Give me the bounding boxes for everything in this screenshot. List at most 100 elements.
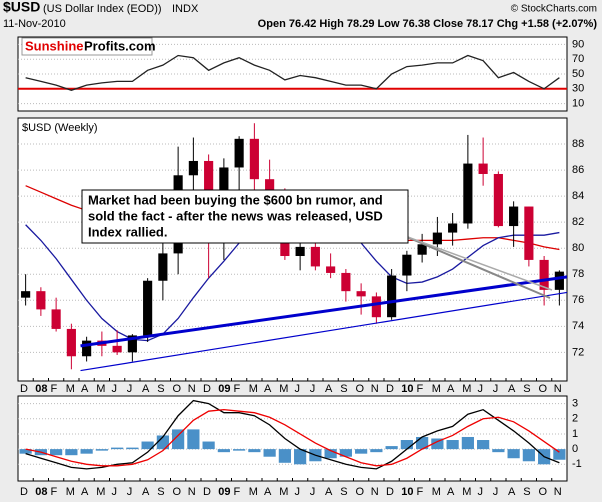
x-tick-label: M	[249, 486, 258, 498]
histogram-bar	[156, 435, 169, 450]
x-tick-label: J	[310, 486, 316, 498]
x-tick-label: 08	[35, 383, 47, 395]
x-tick-label: M	[432, 486, 441, 498]
x-tick-label: A	[447, 486, 455, 498]
histogram-bar	[233, 449, 246, 451]
x-tick-label: F	[234, 383, 241, 395]
copyright: © StockCharts.com	[511, 4, 597, 15]
x-tick-label: N	[554, 486, 562, 498]
y-tick-label: 90	[572, 38, 584, 50]
x-tick-label: D	[203, 486, 211, 498]
y-tick-label: 0	[572, 443, 578, 455]
x-tick-label: N	[371, 486, 379, 498]
candle-body	[310, 246, 320, 267]
x-tick-label: M	[462, 486, 471, 498]
candle-body	[82, 340, 92, 357]
x-tick-label: D	[386, 486, 394, 498]
histogram-bar	[187, 429, 200, 450]
x-tick-label: M	[249, 383, 258, 395]
histogram-bar	[278, 449, 291, 463]
x-tick-label: D	[20, 383, 28, 395]
series-line	[25, 399, 560, 470]
x-tick-label: S	[157, 486, 164, 498]
x-tick-label: M	[462, 383, 471, 395]
y-tick-label: 50	[572, 68, 584, 80]
histogram-bar	[294, 449, 307, 465]
x-tick-label: F	[417, 486, 424, 498]
x-tick-label: J	[478, 383, 484, 395]
x-tick-label: A	[508, 486, 516, 498]
candle-body	[51, 309, 61, 329]
x-tick-label: A	[325, 383, 333, 395]
candle-body	[36, 291, 46, 310]
macd-panel	[17, 395, 568, 482]
y-tick-label: 84	[572, 190, 584, 202]
x-tick-label: N	[188, 383, 196, 395]
annotation-line: Market had been buying the $600 bn rumor…	[88, 192, 383, 207]
y-tick-label: 74	[572, 320, 584, 332]
y-tick-label: 10	[572, 98, 584, 110]
x-tick-label: A	[447, 383, 455, 395]
x-tick-label: J	[127, 383, 133, 395]
candle-body	[249, 138, 259, 180]
x-tick-label: J	[112, 383, 118, 395]
candle-body	[432, 232, 442, 245]
histogram-bar	[126, 447, 139, 450]
histogram-bar	[263, 449, 276, 457]
x-tick-label: S	[340, 383, 347, 395]
trendline	[80, 291, 568, 372]
annotation-box	[81, 189, 409, 244]
histogram-bar	[172, 429, 185, 450]
x-tick-label: A	[142, 486, 150, 498]
candle-body	[539, 259, 549, 290]
candle-body	[493, 173, 503, 227]
x-tick-label: 09	[218, 383, 230, 395]
x-tick-label: J	[310, 383, 316, 395]
x-tick-label: J	[478, 486, 484, 498]
candle-body	[21, 291, 31, 298]
histogram-bar	[19, 449, 32, 454]
candle-body	[112, 345, 122, 353]
histogram-bar	[141, 441, 154, 450]
candle-body	[356, 291, 366, 297]
x-tick-label: J	[493, 486, 499, 498]
x-tick-label: F	[234, 486, 241, 498]
histogram-bar	[50, 449, 63, 456]
annotation-line: sold the fact - after the news was relea…	[88, 208, 383, 223]
price-title: $USD (Weekly)	[22, 122, 98, 134]
histogram-bar	[370, 449, 383, 453]
x-tick-label: D	[386, 383, 394, 395]
y-tick-label: 72	[572, 346, 584, 358]
annotation-line: Index rallied.	[88, 224, 167, 239]
x-tick-label: A	[264, 486, 272, 498]
histogram-bar	[385, 446, 398, 450]
histogram-bar	[202, 441, 215, 450]
histogram-bar	[400, 440, 413, 450]
x-tick-label: S	[523, 383, 530, 395]
x-tick-label: S	[523, 486, 530, 498]
histogram-bar	[248, 449, 261, 453]
histogram-bar	[553, 449, 566, 460]
x-tick-label: S	[340, 486, 347, 498]
x-tick-label: J	[127, 486, 133, 498]
x-tick-label: S	[157, 383, 164, 395]
arrow	[399, 233, 551, 299]
histogram-bar	[80, 449, 93, 454]
x-tick-label: A	[508, 383, 516, 395]
histogram-bar	[95, 449, 108, 451]
x-tick-label: F	[51, 383, 58, 395]
x-tick-label: A	[264, 383, 272, 395]
y-tick-label: 76	[572, 294, 584, 306]
exchange: INDX	[172, 3, 199, 15]
x-tick-label: F	[417, 383, 424, 395]
x-tick-label: O	[173, 486, 182, 498]
histogram-bar	[477, 440, 490, 450]
x-tick-label: J	[493, 383, 499, 395]
x-tick-label: A	[142, 383, 150, 395]
price-panel	[17, 117, 568, 382]
histogram-bar	[492, 449, 505, 453]
y-tick-label: 80	[572, 242, 584, 254]
candle-body	[295, 246, 305, 257]
trendline	[80, 275, 568, 348]
logo-box	[21, 37, 153, 56]
